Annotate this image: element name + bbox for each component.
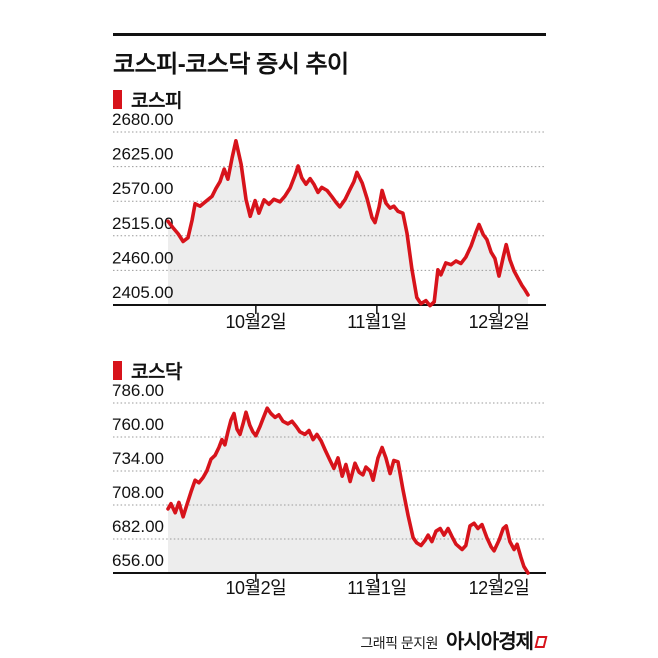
legend-bullet-kosdaq-icon bbox=[113, 361, 122, 380]
y-axis-label: 734.00 bbox=[112, 449, 164, 468]
x-axis-label: 12월2일 bbox=[469, 578, 530, 598]
x-axis-label: 11월1일 bbox=[347, 578, 406, 598]
y-axis-label: 786.00 bbox=[112, 381, 164, 400]
y-axis-label: 2570.00 bbox=[112, 179, 173, 198]
y-axis-label: 760.00 bbox=[112, 415, 164, 434]
y-axis-label: 682.00 bbox=[112, 517, 164, 536]
title-rule bbox=[113, 33, 546, 36]
y-axis-label: 2515.00 bbox=[112, 214, 173, 233]
legend-kospi: 코스피 bbox=[113, 86, 182, 113]
y-axis-label: 656.00 bbox=[112, 551, 164, 570]
y-axis-label: 708.00 bbox=[112, 483, 164, 502]
y-axis-label: 2460.00 bbox=[112, 248, 173, 267]
footer-credit-line: 그래픽 문지원 아시아경제 bbox=[360, 625, 548, 657]
x-axis-label: 12월2일 bbox=[469, 312, 530, 332]
legend-label-kospi: 코스피 bbox=[131, 91, 182, 112]
y-axis-label: 2680.00 bbox=[112, 110, 173, 129]
graphic-credit: 그래픽 문지원 bbox=[360, 635, 438, 651]
legend-label-kosdaq: 코스닥 bbox=[131, 362, 182, 383]
y-axis-label: 2625.00 bbox=[112, 145, 173, 164]
legend-kosdaq: 코스닥 bbox=[113, 357, 182, 384]
x-axis-label: 10월2일 bbox=[226, 312, 287, 332]
x-axis-label: 11월1일 bbox=[347, 312, 406, 332]
area-fill bbox=[168, 140, 528, 306]
price-line bbox=[166, 406, 530, 575]
y-axis-label: 2405.00 bbox=[112, 283, 173, 302]
brand-flag-icon bbox=[534, 636, 548, 648]
area-fill bbox=[168, 408, 528, 573]
legend-bullet-kospi-icon bbox=[113, 90, 122, 109]
price-line bbox=[166, 139, 530, 308]
page-title: 코스피-코스닥 증시 추이 bbox=[113, 51, 349, 78]
brand-logo-text: 아시아경제 bbox=[446, 631, 534, 653]
x-axis-label: 10월2일 bbox=[226, 578, 287, 598]
